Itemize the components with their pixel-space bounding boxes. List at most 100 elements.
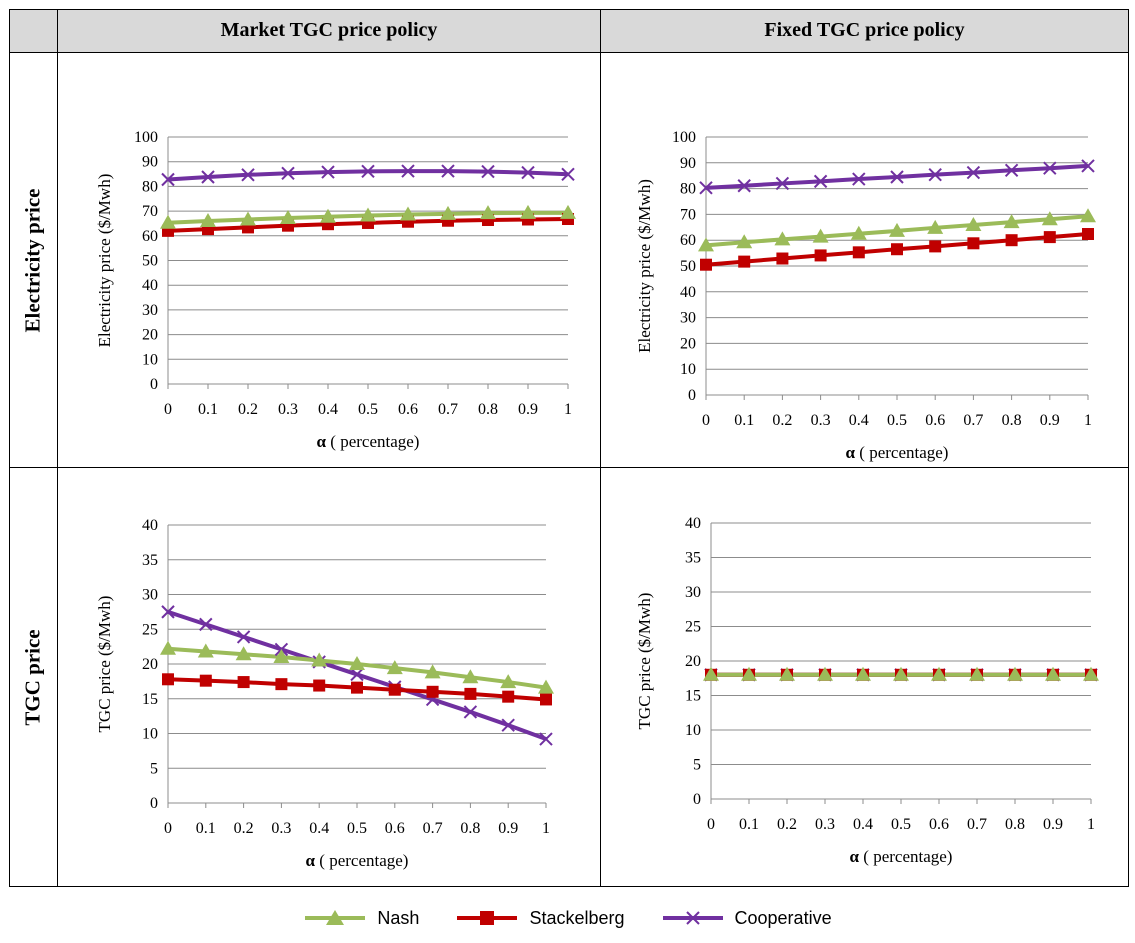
y-axis-label: TGC price ($/Mwh) (635, 593, 654, 730)
y-tick-label: 20 (685, 653, 701, 670)
x-tick-label: 0.7 (438, 401, 458, 418)
x-tick-label: 0.2 (772, 412, 792, 429)
data-point-nash (235, 646, 252, 661)
data-point-cooperative-stroke (852, 172, 866, 186)
data-point-nash (927, 219, 944, 234)
data-point-nash (965, 216, 982, 231)
table-border (9, 9, 1129, 887)
x-tick-label: 0.8 (1002, 412, 1022, 429)
y-tick-label: 80 (142, 178, 158, 195)
data-point-stackelberg (1005, 234, 1018, 247)
y-tick-label: 90 (680, 155, 696, 172)
data-point-cooperative (1043, 161, 1057, 175)
data-point-cooperative (813, 174, 828, 189)
x-tick-label: 0.3 (815, 816, 835, 833)
data-point-cooperative-stroke (350, 667, 364, 682)
y-tick-label: 20 (142, 656, 158, 673)
data-point-nash (1003, 214, 1020, 229)
data-point-stackelberg (700, 258, 712, 271)
x-tick-label: 0.9 (1043, 816, 1063, 833)
row-header-tgc-text: TGC price (20, 629, 45, 726)
x-tick-label: 0.1 (196, 820, 216, 837)
x-tick-label: 0.8 (460, 820, 480, 837)
y-tick-label: 0 (693, 791, 701, 808)
data-point-cooperative-stroke (481, 164, 495, 179)
data-point-nash (538, 679, 554, 694)
x-tick-label: 0.1 (734, 412, 754, 429)
y-tick-label: 30 (142, 302, 158, 319)
x-tick-label: 0.9 (1040, 412, 1060, 429)
data-point-nash (850, 225, 867, 240)
x-tick-label: 0.9 (518, 401, 538, 418)
data-point-stackelberg (502, 690, 515, 703)
y-tick-label: 60 (142, 228, 158, 245)
data-point-nash (817, 666, 833, 681)
x-tick-label: 0.8 (1005, 816, 1025, 833)
data-point-cooperative (161, 172, 175, 187)
x-axis-label-text: ( percentage) (855, 443, 948, 462)
legend-marker-triangle-icon (305, 910, 366, 925)
y-tick-label: 40 (142, 517, 158, 534)
row-header-electricity-text: Electricity price (20, 187, 45, 333)
x-axis-label-text: ( percentage) (326, 432, 419, 451)
column-divider (600, 9, 601, 887)
x-tick-label: 0.5 (347, 820, 367, 837)
y-tick-label: 10 (685, 722, 701, 739)
data-point-cooperative (501, 718, 515, 732)
data-point-stackelberg (852, 246, 865, 259)
data-point-cooperative (1004, 163, 1019, 177)
data-point-cooperative-stroke (161, 172, 175, 187)
y-tick-label: 90 (142, 154, 158, 171)
chart-electricity-market: 0 10 20 30 40 50 60 70 80 90 100 0 0.1 0.2 0.3 0.4 0.5 0.… (95, 129, 576, 451)
x-tick-label: 0.6 (398, 401, 418, 418)
data-point-nash (736, 234, 753, 249)
data-point-nash (160, 640, 176, 655)
data-point-cooperative-stroke (1043, 161, 1057, 175)
x-tick-label: 0.4 (318, 401, 338, 418)
y-tick-label: 35 (142, 552, 158, 569)
data-point-cooperative (966, 165, 981, 180)
data-point-stackelberg (891, 243, 903, 256)
row-header-tgc: TGC price (9, 468, 57, 887)
data-point-cooperative-stroke (401, 164, 415, 178)
data-point-nash (197, 643, 214, 658)
y-tick-label: 40 (680, 284, 696, 301)
x-axis-label: α ( percentage) (317, 432, 420, 451)
x-tick-label: 0.9 (498, 820, 518, 837)
x-tick-label: 0.3 (811, 412, 831, 429)
column-divider (57, 9, 58, 887)
y-tick-label: 50 (680, 258, 696, 275)
y-tick-label: 70 (680, 206, 696, 223)
x-axis-label-text: ( percentage) (859, 847, 952, 866)
data-point-cooperative-stroke (241, 168, 255, 182)
data-point-stackelberg (275, 678, 288, 691)
x-tick-label: 1 (542, 820, 550, 837)
data-point-cooperative-stroke (321, 165, 335, 179)
data-point-cooperative (928, 167, 942, 182)
y-tick-label: 50 (142, 253, 158, 270)
chart-electricity-fixed: 0 10 20 30 40 50 60 70 80 90 100 0 0.1 0.2 0.3 0.4 0.5 0.… (635, 129, 1096, 462)
x-tick-label: 0.4 (853, 816, 873, 833)
x-tick-label: 0.6 (385, 820, 405, 837)
data-point-cooperative-stroke (201, 170, 215, 184)
y-tick-label: 25 (685, 619, 701, 636)
x-tick-label: 0.2 (777, 816, 797, 833)
x-tick-label: 0.3 (271, 820, 291, 837)
x-tick-label: 0.5 (891, 816, 911, 833)
data-point-cooperative-stroke (813, 174, 828, 189)
legend-marker-square-icon (457, 911, 518, 925)
x-tick-label: 1 (1087, 816, 1095, 833)
x-tick-label: 0.4 (309, 820, 329, 837)
data-point-nash (1080, 208, 1096, 223)
data-point-nash (240, 211, 256, 226)
data-point-cooperative (321, 165, 335, 179)
data-point-cooperative (201, 170, 215, 184)
y-tick-label: 15 (142, 691, 158, 708)
data-point-cooperative-stroke (928, 167, 942, 182)
y-tick-label: 60 (680, 232, 696, 249)
data-point-nash (889, 222, 905, 237)
y-tick-label: 10 (680, 361, 696, 378)
data-point-nash (160, 214, 176, 229)
x-tick-label: 1 (564, 401, 572, 418)
legend-label-stackelberg: Stackelberg (529, 907, 625, 928)
